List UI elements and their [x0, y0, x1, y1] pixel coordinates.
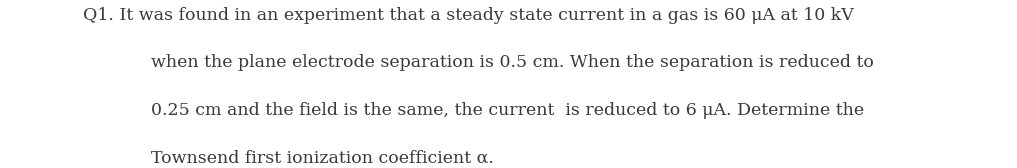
Text: when the plane electrode separation is 0.5 cm. When the separation is reduced to: when the plane electrode separation is 0…	[151, 54, 874, 71]
Text: Q1. It was found in an experiment that a steady state current in a gas is 60 μA : Q1. It was found in an experiment that a…	[83, 7, 854, 24]
Text: Townsend first ionization coefficient α.: Townsend first ionization coefficient α.	[151, 150, 493, 166]
Text: 0.25 cm and the field is the same, the current  is reduced to 6 μA. Determine th: 0.25 cm and the field is the same, the c…	[151, 102, 863, 119]
